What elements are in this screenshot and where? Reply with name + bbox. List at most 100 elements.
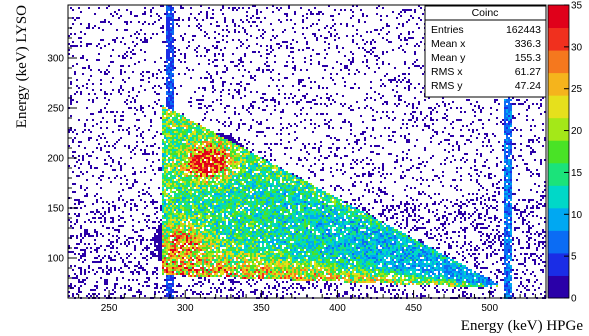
- heatmap-cell: [240, 19, 242, 21]
- heatmap-cell: [170, 51, 172, 53]
- heatmap-cell: [286, 127, 288, 129]
- heatmap-cell: [180, 165, 182, 167]
- heatmap-cell: [128, 65, 130, 67]
- heatmap-cell: [230, 175, 232, 177]
- heatmap-cell: [142, 79, 144, 81]
- heatmap-cell: [168, 47, 170, 49]
- heatmap-cell: [180, 177, 182, 179]
- heatmap-cell: [148, 193, 150, 195]
- heatmap-cell: [164, 149, 166, 151]
- heatmap-cell: [182, 19, 184, 21]
- heatmap-cell: [232, 39, 234, 41]
- heatmap-cell: [338, 185, 340, 187]
- heatmap-cell: [148, 129, 150, 131]
- heatmap-cell: [172, 73, 174, 75]
- heatmap-cell: [518, 189, 520, 191]
- heatmap-cell: [194, 147, 196, 149]
- heatmap-cell: [200, 29, 202, 31]
- heatmap-cell: [236, 65, 238, 67]
- heatmap-cell: [120, 183, 122, 185]
- heatmap-cell: [306, 13, 308, 15]
- heatmap-cell: [456, 185, 458, 187]
- heatmap-cell: [262, 181, 264, 183]
- heatmap-cell: [68, 131, 70, 133]
- heatmap-cell: [502, 169, 504, 171]
- heatmap-cell: [118, 55, 120, 57]
- heatmap-cell: [274, 171, 276, 173]
- heatmap-cell: [366, 61, 368, 63]
- heatmap-cell: [232, 177, 234, 179]
- heatmap-cell: [492, 195, 494, 197]
- heatmap-cell: [296, 187, 298, 189]
- heatmap-cell: [192, 149, 194, 151]
- heatmap-cell: [116, 29, 118, 31]
- heatmap-cell: [200, 149, 202, 151]
- heatmap-cell: [410, 15, 412, 17]
- heatmap-cell: [186, 175, 188, 177]
- heatmap-cell: [258, 157, 260, 159]
- heatmap-cell: [166, 29, 168, 31]
- heatmap-cell: [544, 181, 546, 183]
- heatmap-cell: [198, 155, 200, 157]
- heatmap-cell: [504, 147, 506, 149]
- heatmap-cell: [194, 163, 196, 165]
- heatmap-cell: [306, 191, 308, 193]
- heatmap-cell: [172, 121, 174, 123]
- heatmap-cell: [168, 105, 170, 107]
- heatmap-cell: [286, 183, 288, 185]
- heatmap-cell: [164, 165, 166, 167]
- heatmap-cell: [232, 147, 234, 149]
- heatmap-cell: [180, 195, 182, 197]
- heatmap-cell: [250, 175, 252, 177]
- heatmap-cell: [382, 7, 384, 9]
- heatmap-cell: [220, 185, 222, 187]
- heatmap-cell: [274, 99, 276, 101]
- heatmap-cell: [368, 51, 370, 53]
- heatmap-cell: [230, 147, 232, 149]
- heatmap-cell: [218, 135, 220, 137]
- heatmap-cell: [192, 69, 194, 71]
- heatmap-cell: [86, 171, 88, 173]
- heatmap-cell: [504, 165, 506, 167]
- heatmap-cell: [164, 113, 166, 115]
- heatmap-cell: [264, 151, 266, 153]
- heatmap-cell: [188, 163, 190, 165]
- heatmap-cell: [328, 193, 330, 195]
- heatmap-cell: [208, 183, 210, 185]
- heatmap-cell: [166, 181, 168, 183]
- heatmap-cell: [400, 39, 402, 41]
- heatmap-cell: [250, 151, 252, 153]
- heatmap-cell: [174, 121, 176, 123]
- heatmap-cell: [388, 117, 390, 119]
- heatmap-cell: [200, 197, 202, 199]
- heatmap-cell: [510, 135, 512, 137]
- heatmap-cell: [370, 97, 372, 99]
- heatmap-cell: [172, 123, 174, 125]
- heatmap-cell: [298, 191, 300, 193]
- heatmap-cell: [504, 121, 506, 123]
- heatmap-cell: [230, 161, 232, 163]
- heatmap-cell: [270, 193, 272, 195]
- heatmap-cell: [362, 173, 364, 175]
- heatmap-cell: [186, 189, 188, 191]
- heatmap-cell: [502, 187, 504, 189]
- heatmap-cell: [392, 135, 394, 137]
- heatmap-cell: [244, 161, 246, 163]
- heatmap-cell: [364, 173, 366, 175]
- heatmap-cell: [476, 149, 478, 151]
- heatmap-cell: [484, 133, 486, 135]
- heatmap-cell: [230, 195, 232, 197]
- heatmap-cell: [474, 161, 476, 163]
- heatmap-cell: [118, 139, 120, 141]
- heatmap-cell: [396, 161, 398, 163]
- heatmap-cell: [90, 165, 92, 167]
- heatmap-cell: [228, 179, 230, 181]
- heatmap-cell: [332, 127, 334, 129]
- heatmap-cell: [224, 65, 226, 67]
- heatmap-cell: [218, 151, 220, 153]
- heatmap-cell: [176, 151, 178, 153]
- heatmap-cell: [188, 185, 190, 187]
- heatmap-cell: [508, 175, 510, 177]
- heatmap-cell: [252, 105, 254, 107]
- heatmap-cell: [314, 173, 316, 175]
